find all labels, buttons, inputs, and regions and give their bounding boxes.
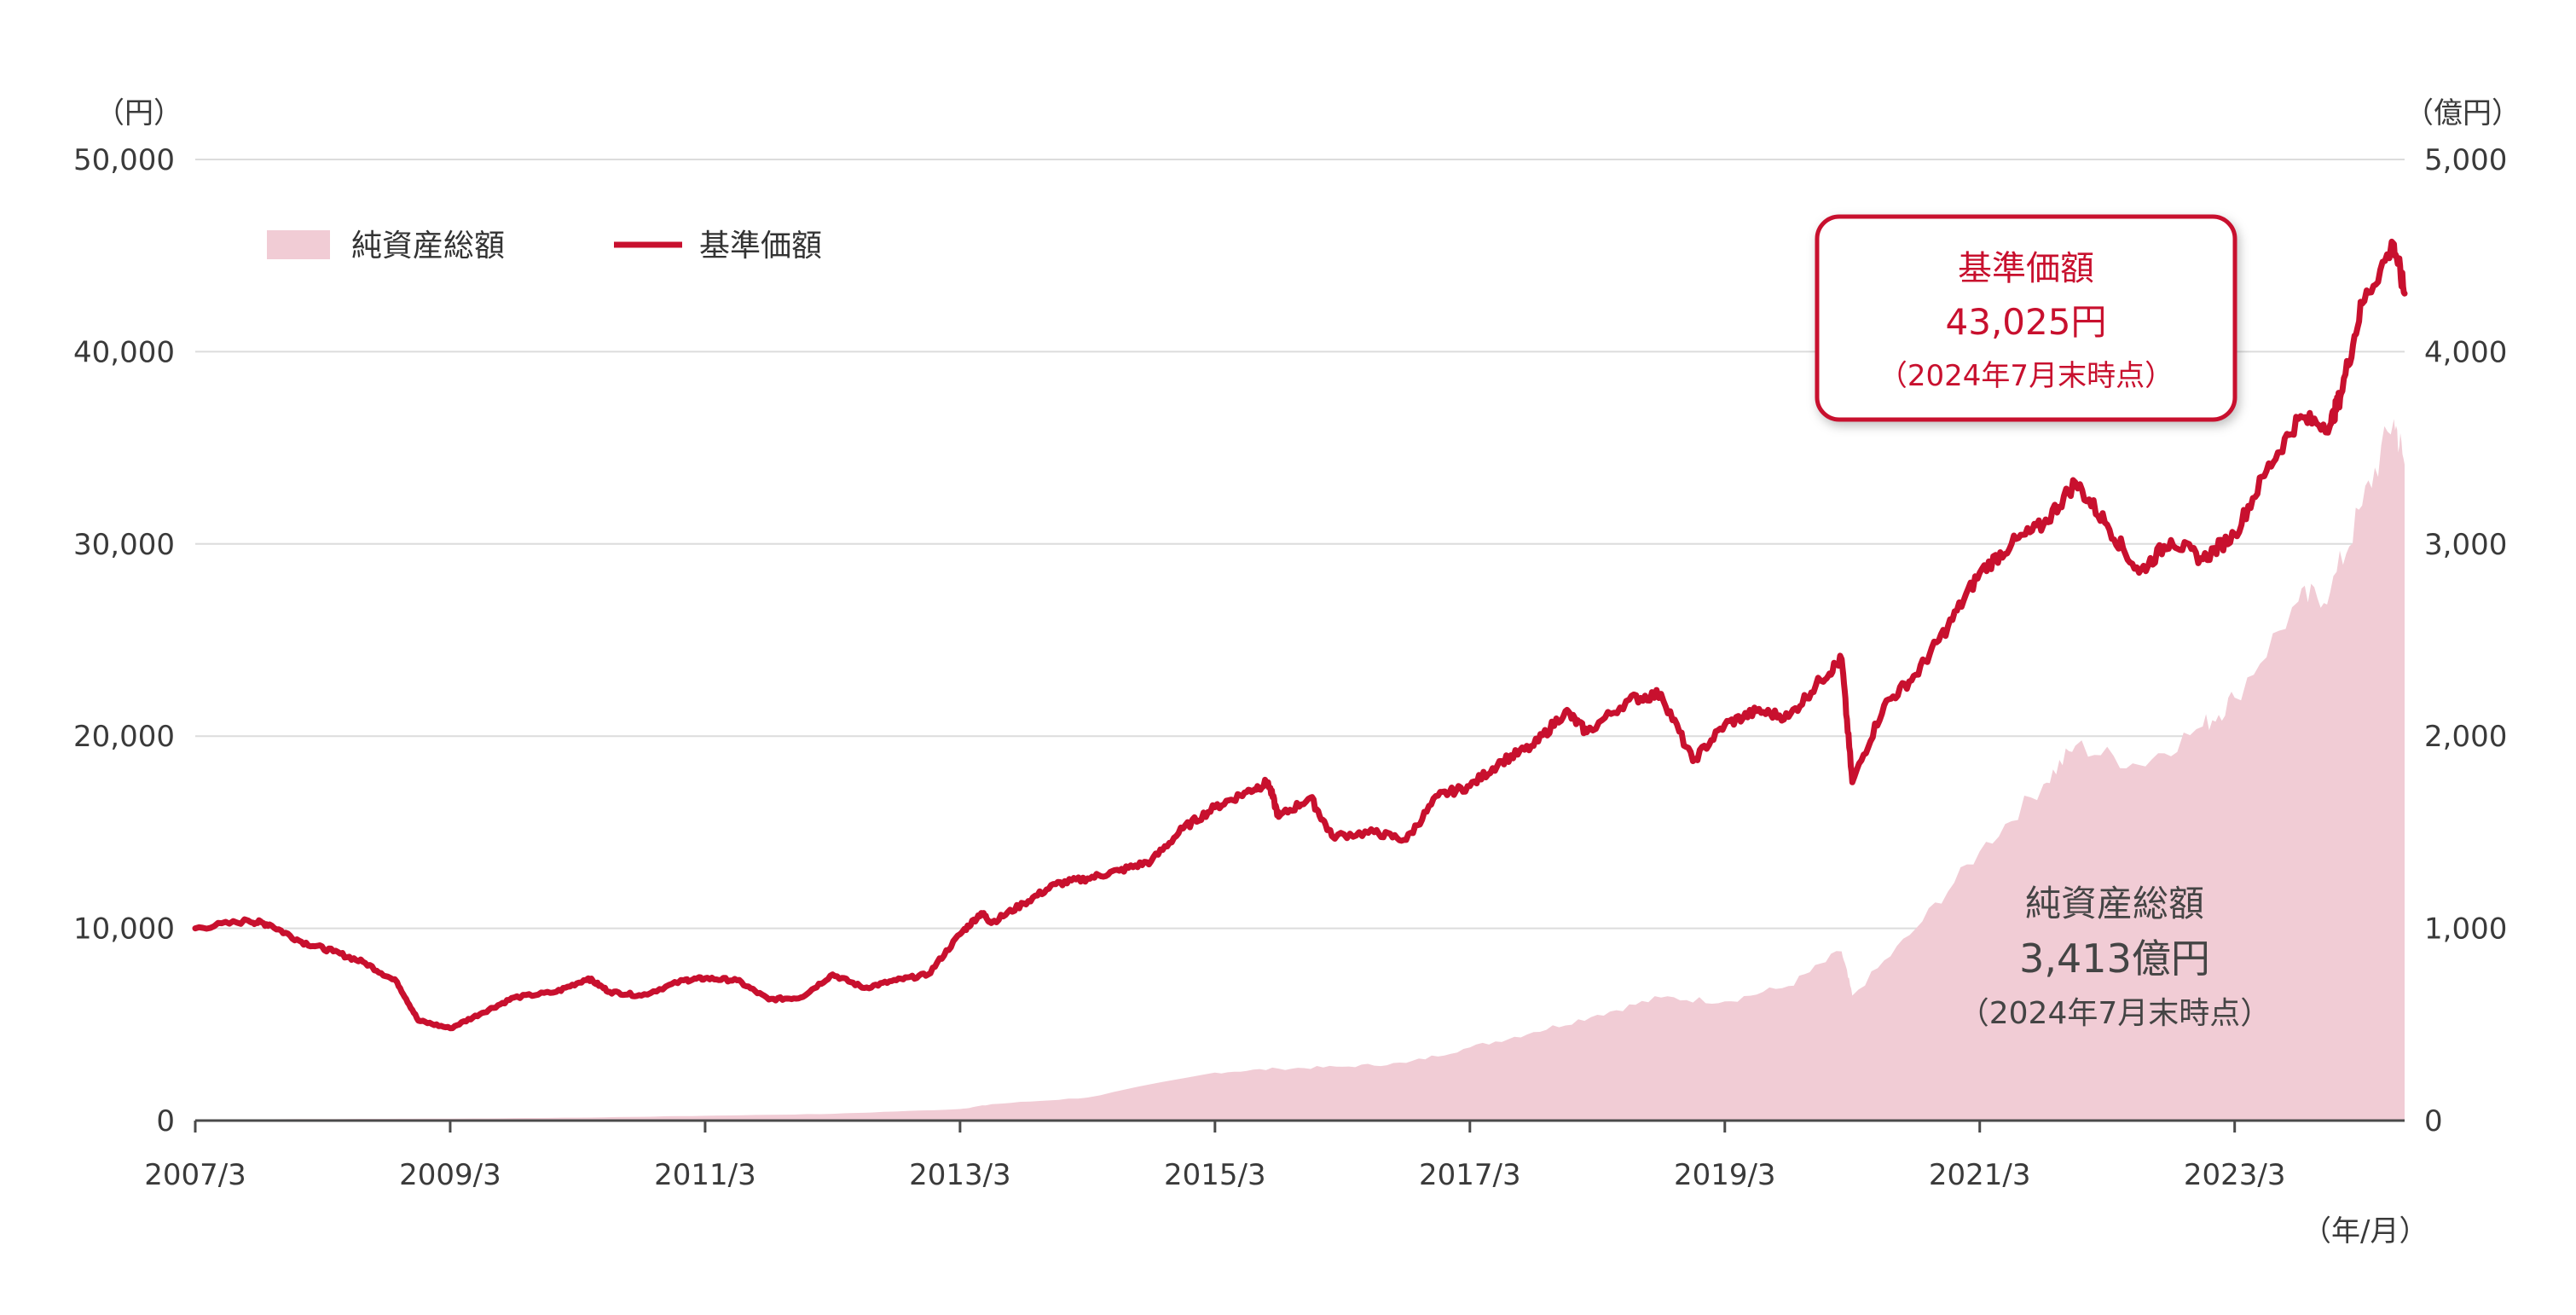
left-axis-unit: （円） <box>96 96 182 130</box>
y-axis-left: 0 10,000 20,000 30,000 40,000 50,000 <box>73 143 175 1138</box>
y-left-tick-label: 40,000 <box>73 335 175 369</box>
price-line <box>192 238 2408 1032</box>
y-right-tick-label: 4,000 <box>2424 335 2507 369</box>
price-callout-note: （2024年7月末時点） <box>1878 359 2174 393</box>
y-right-tick-label: 1,000 <box>2424 912 2507 947</box>
y-right-tick-label: 2,000 <box>2424 720 2507 754</box>
x-tick-label: 2007/3 <box>144 1158 246 1192</box>
y-left-tick-label: 10,000 <box>73 912 175 947</box>
right-axis-unit: （億円） <box>2405 96 2521 130</box>
x-tick-label: 2019/3 <box>1674 1158 1776 1192</box>
y-right-tick-label: 5,000 <box>2424 143 2507 177</box>
x-tick-label: 2017/3 <box>1419 1158 1521 1192</box>
x-axis: 2007/3 2009/3 2011/3 2013/3 2015/3 2017/3 2019… <box>144 1121 2286 1192</box>
legend-label-net-assets: 純資産総額 <box>351 229 505 264</box>
y-left-tick-label: 50,000 <box>73 143 175 177</box>
y-left-tick-label: 20,000 <box>73 720 175 754</box>
legend-swatch-net-assets <box>267 230 330 259</box>
x-tick-label: 2023/3 <box>2184 1158 2286 1192</box>
y-right-tick-label: 3,000 <box>2424 528 2507 562</box>
price-callout: 基準価額 43,025円 （2024年7月末時点） <box>1815 214 2237 422</box>
x-tick-label: 2009/3 <box>399 1158 501 1192</box>
legend-label-price: 基準価額 <box>699 229 822 264</box>
y-left-tick-label: 30,000 <box>73 528 175 562</box>
y-left-tick-label: 0 <box>156 1104 175 1138</box>
x-tick-label: 2011/3 <box>654 1158 756 1192</box>
price-callout-box <box>1815 214 2237 422</box>
legend: 純資産総額 基準価額 <box>267 229 822 264</box>
net-assets-annotation-value: 3,413億円 <box>2019 936 2210 982</box>
y-right-tick-label: 0 <box>2424 1104 2443 1138</box>
net-assets-area <box>195 419 2405 1121</box>
price-callout-title: 基準価額 <box>1958 249 2094 288</box>
y-axis-right: 0 1,000 2,000 3,000 4,000 5,000 <box>2424 143 2507 1138</box>
x-tick-label: 2013/3 <box>909 1158 1011 1192</box>
x-axis-unit: （年/月） <box>2302 1214 2428 1248</box>
x-tick-label: 2021/3 <box>1929 1158 2031 1192</box>
price-callout-value: 43,025円 <box>1946 301 2107 343</box>
net-assets-annotation-note: （2024年7月末時点） <box>1959 996 2272 1031</box>
net-assets-annotation-title: 純資産総額 <box>2025 883 2204 924</box>
x-tick-label: 2015/3 <box>1164 1158 1266 1192</box>
net-assets-annotation: 純資産総額 3,413億円 （2024年7月末時点） <box>1959 883 2272 1031</box>
